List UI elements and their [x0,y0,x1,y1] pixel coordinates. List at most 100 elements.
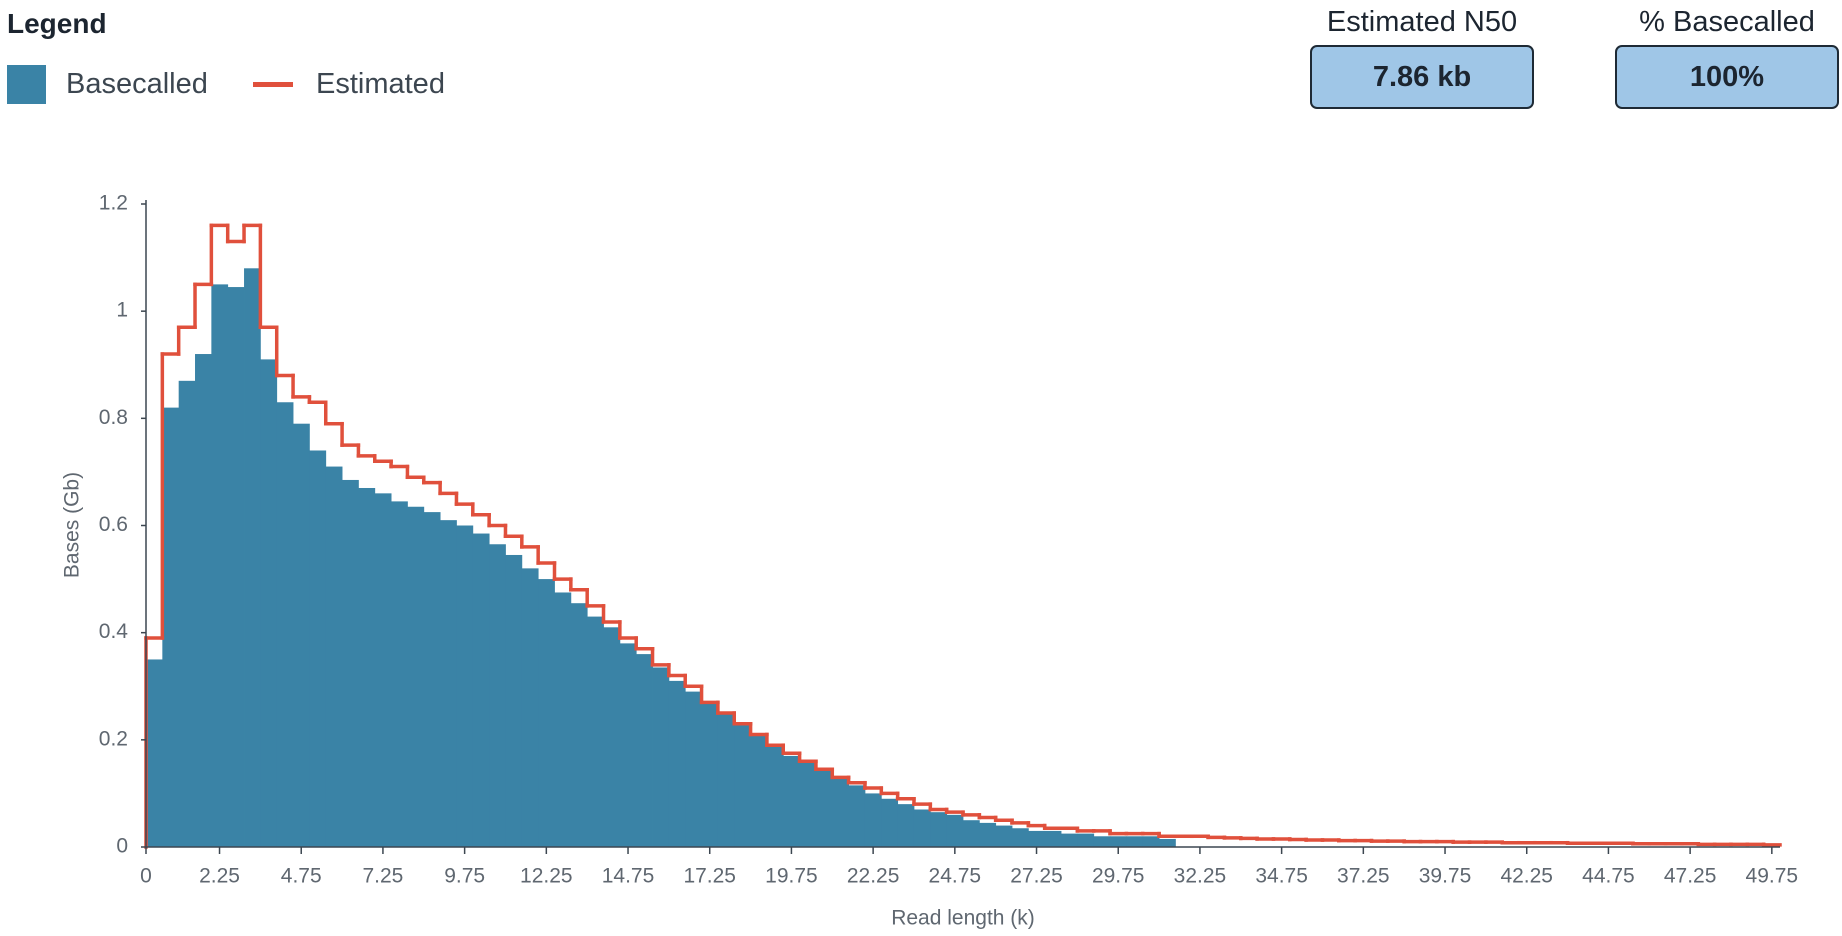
stat: Estimated N50 7.86 kb [1310,6,1534,109]
bar [783,755,800,847]
bar [178,380,196,847]
stat-value: 7.86 kb [1310,45,1534,109]
y-tick-label: 0.4 [99,620,129,643]
x-tick-label: 34.75 [1255,865,1308,888]
bar [423,512,441,847]
bar [946,814,964,847]
x-tick-label: 7.25 [362,865,403,888]
legend-swatch [253,81,293,87]
x-tick-label: 44.75 [1582,865,1635,888]
bar [472,533,490,847]
bar [701,702,719,847]
step-line [144,223,1782,849]
bar [489,544,506,847]
bar [668,680,686,847]
bar [963,820,980,847]
x-tick-label: 12.25 [520,865,573,888]
bar [685,691,702,847]
bar [374,493,392,847]
bar [407,506,425,847]
bar [554,592,572,847]
bar [325,466,343,847]
x-axis-label: Read length (k) [891,907,1035,930]
stat: % Basecalled 100% [1615,6,1839,109]
y-tick-label: 0 [116,835,128,858]
bar [799,761,817,847]
bar [587,616,604,847]
stat-label: % Basecalled [1639,6,1815,38]
bar [750,734,768,847]
bar [815,769,833,847]
legend-entry: Estimated [253,64,445,104]
bar [391,501,408,847]
bar [1159,838,1176,847]
bar [734,723,751,847]
bar [995,825,1013,847]
stat-value: 100% [1615,45,1839,109]
bar [521,568,539,847]
bar [570,603,588,847]
x-tick-label: 9.75 [444,865,485,888]
bar [913,809,931,847]
bar [244,268,261,847]
legend-label: Estimated [316,67,445,100]
bar [1110,836,1127,847]
bar [864,793,882,847]
bar [1044,830,1062,847]
legend-title: Legend [7,8,107,39]
bar [766,745,784,847]
bar [211,284,229,847]
bar [1012,828,1029,847]
legend-entry: Basecalled [7,64,208,104]
bar [1077,833,1095,847]
x-tick-label: 19.75 [765,865,818,888]
bars [146,268,1176,847]
bar [505,554,523,847]
x-tick-label: 22.25 [847,865,900,888]
y-tick-label: 1.2 [99,192,128,215]
bar [881,798,899,847]
bar [227,287,245,847]
y-tick-label: 0.8 [99,406,128,429]
bar [1061,833,1078,847]
bar [440,520,457,847]
stat-label: Estimated N50 [1326,6,1518,38]
legend-label: Basecalled [66,67,208,100]
bar [636,654,653,847]
bar [162,407,180,847]
x-tick-label: 4.75 [281,865,322,888]
bar [358,487,376,847]
bar [293,423,310,847]
bar [603,627,621,847]
y-tick-label: 0.2 [99,727,128,750]
bar [717,713,735,847]
bar [538,579,555,847]
bar [195,354,212,847]
bar [260,359,278,847]
y-axis-label: Bases (Gb) [61,472,84,578]
x-tick-label: 32.25 [1174,865,1227,888]
bar [1093,836,1111,847]
x-tick-label: 47.25 [1664,865,1717,888]
bar [1126,836,1144,847]
y-tick-label: 1 [116,299,128,322]
x-tick-label: 0 [140,865,152,888]
bar [1028,830,1046,847]
bar [276,402,294,847]
bar [619,643,637,847]
bar [832,777,850,847]
x-tick-label: 17.25 [683,865,736,888]
x-tick-label: 27.25 [1010,865,1063,888]
bar [848,785,866,847]
x-tick-label: 49.75 [1746,865,1799,888]
y-tick-label: 0.6 [99,513,128,536]
x-tick-label: 24.75 [929,865,982,888]
bar [652,667,670,847]
bar [342,479,359,847]
bar [930,812,948,847]
x-tick-label: 2.25 [199,865,240,888]
x-tick-label: 37.25 [1337,865,1390,888]
bar [1142,836,1160,847]
